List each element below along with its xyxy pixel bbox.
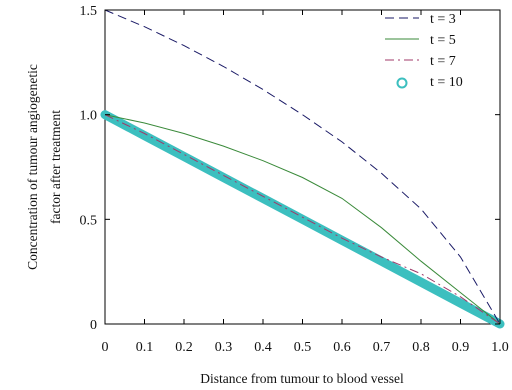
x-tick-label: 0.5 xyxy=(294,340,312,355)
legend: t = 3 t = 5 t = 7 t = 10 xyxy=(385,12,463,90)
y-tick-label: 0.5 xyxy=(80,213,98,228)
series-line-1 xyxy=(104,114,501,325)
x-tick-label: 0.6 xyxy=(333,340,351,355)
x-tick-label: 0.9 xyxy=(452,340,470,355)
y-axis-label: Concentration of tumour angiogenetic xyxy=(25,64,40,270)
x-tick-label: 0.7 xyxy=(373,340,391,355)
legend-marker-3 xyxy=(396,77,408,89)
y-tick-label: 1.0 xyxy=(80,109,98,124)
series-line-3 xyxy=(100,110,505,329)
legend-label-2: t = 7 xyxy=(430,54,456,69)
y-tick-label: 1.5 xyxy=(80,4,98,19)
legend-label-3: t = 10 xyxy=(430,75,463,90)
x-tick-label: 0.1 xyxy=(136,340,154,355)
legend-label-1: t = 5 xyxy=(430,33,456,48)
legend-label-0: t = 3 xyxy=(430,12,456,27)
x-tick-label: 0.3 xyxy=(215,340,233,355)
series-line-0 xyxy=(104,9,501,325)
x-tick-label: 0.8 xyxy=(412,340,430,355)
x-tick-label: 0.2 xyxy=(175,340,193,355)
y-axis-label-line-2: factor after treatment xyxy=(48,110,63,224)
x-tick-label: 0.4 xyxy=(254,340,272,355)
x-tick-label: 0 xyxy=(102,340,109,355)
series-line-2 xyxy=(104,114,501,325)
x-tick-label: 1.0 xyxy=(491,340,509,355)
series-layer xyxy=(100,9,505,329)
ticks-layer: 0 0.1 0.2 0.3 0.4 0.5 0.6 0.7 0.8 0.9 1.0 0 0.5 1.0 1.… xyxy=(80,4,509,355)
y-tick-label: 0 xyxy=(90,318,97,333)
x-axis-label: Distance from tumour to blood vessel xyxy=(200,371,404,386)
